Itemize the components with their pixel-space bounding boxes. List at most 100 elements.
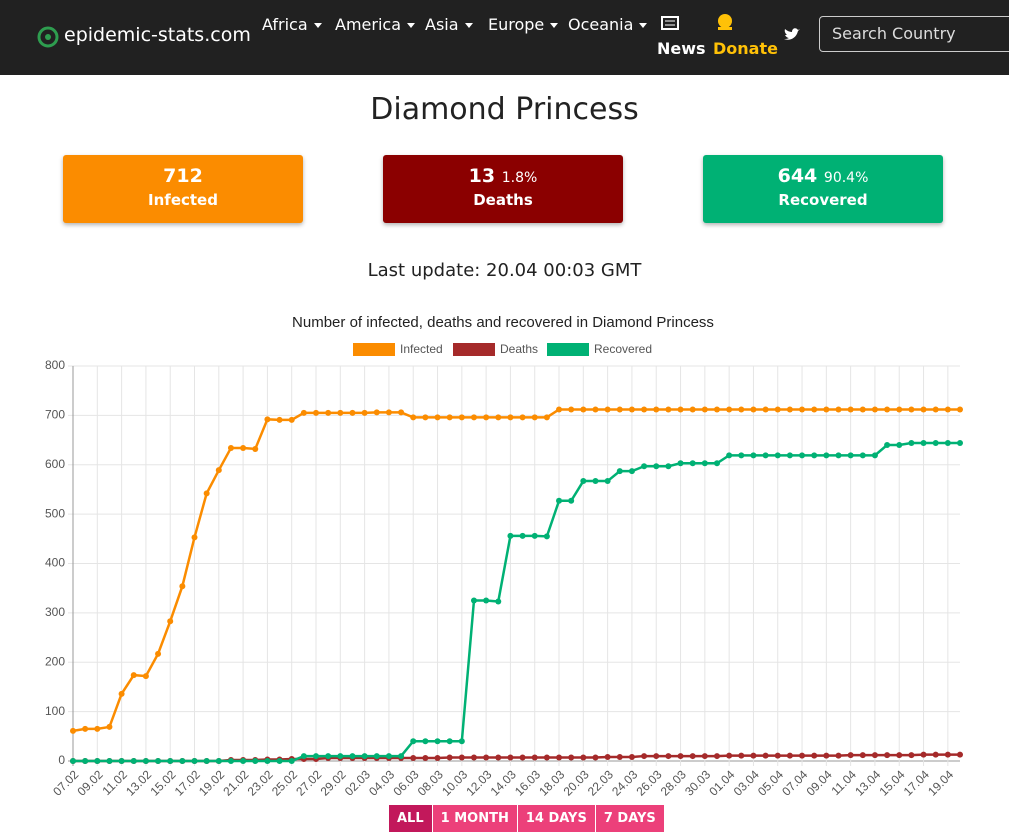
data-point [957,406,963,413]
data-point [349,409,356,416]
legend-label: Recovered [594,342,652,356]
data-point [568,497,575,504]
data-point [203,490,210,497]
data-point [556,406,563,413]
data-point [203,758,210,764]
data-point [847,406,854,413]
data-point [580,478,587,485]
y-tick-label: 600 [45,457,65,471]
data-point [434,738,441,745]
data-point [738,452,745,459]
x-tick-label: 10.03 [439,767,470,798]
data-point [799,452,806,459]
data-point [288,416,295,423]
stat-label: Infected [148,191,218,209]
data-point [179,758,186,764]
brand[interactable]: epidemic-stats.com [64,24,251,46]
data-point [908,752,915,759]
data-point [361,409,368,416]
data-point [410,738,417,745]
range-button[interactable]: 1 MONTH [432,805,517,832]
data-point [142,673,149,680]
y-tick-label: 100 [45,704,65,718]
menu[interactable]: Africa [262,15,322,34]
twitter-icon[interactable] [783,27,801,42]
data-point [410,755,417,762]
data-point [604,406,611,413]
x-tick-label: 19.04 [925,767,956,798]
menu[interactable]: America [335,15,415,34]
data-point [252,445,259,452]
data-point [531,414,538,421]
y-tick-label: 700 [45,408,65,422]
data-point [543,533,550,540]
data-point [908,406,915,413]
data-point [543,754,550,761]
x-tick-label: 28.03 [658,767,689,798]
data-point [130,758,137,764]
data-point [774,406,781,413]
data-point [313,409,320,416]
stat-card: 644 90.4% Recovered [703,155,943,223]
stat-percent: 90.4% [823,170,869,186]
data-point [313,753,320,760]
data-point [689,753,696,760]
data-point [118,690,125,697]
data-point [373,409,380,416]
x-tick-label: 24.03 [609,767,640,798]
data-point [580,406,587,413]
data-point [847,452,854,459]
data-point [398,409,405,416]
data-point [556,754,563,761]
data-point [641,406,648,413]
y-tick-label: 0 [58,753,65,767]
range-button[interactable]: 14 DAYS [517,805,595,832]
x-tick-label: 14.03 [488,767,519,798]
menu[interactable]: Oceania [568,15,647,34]
data-point [859,752,866,759]
data-point [434,755,441,762]
x-tick-label: 13.02 [123,767,154,798]
data-point [689,406,696,413]
x-tick-label: 16.03 [512,767,543,798]
x-tick-label: 15.02 [147,767,178,798]
range-button[interactable]: 7 DAYS [595,805,664,832]
y-tick-label: 800 [45,358,65,372]
stat-card: 13 1.8% Deaths [383,155,623,223]
x-tick-label: 19.02 [196,767,227,798]
data-point [325,753,332,760]
data-point [823,406,830,413]
data-point [774,752,781,759]
menu[interactable]: Europe [488,15,558,34]
menu[interactable]: Asia [425,15,473,34]
data-point [616,468,623,475]
data-point [592,754,599,761]
news-link[interactable]: News [657,39,706,58]
data-point [665,753,672,760]
data-point [167,758,174,764]
x-tick-label: 02.03 [342,767,373,798]
data-point [470,414,477,421]
x-tick-label: 13.04 [852,767,883,798]
data-point [227,444,234,451]
data-point [519,414,526,421]
data-point [604,478,611,485]
data-point [240,758,247,764]
data-point [859,452,866,459]
donate-link[interactable]: Donate [713,39,778,58]
data-point [483,597,490,604]
data-point [871,752,878,759]
data-point [106,723,113,730]
biohazard-icon [37,26,59,48]
search-input[interactable]: Search Country [819,16,1009,52]
news-icon [661,16,679,30]
x-tick-label: 11.02 [99,767,130,798]
x-tick-label: 07.02 [50,767,81,798]
data-point [179,583,186,590]
data-point [446,738,453,745]
data-point [543,414,550,421]
range-button[interactable]: ALL [389,805,432,832]
data-point [483,414,490,421]
data-point [215,758,222,764]
data-point [604,754,611,761]
